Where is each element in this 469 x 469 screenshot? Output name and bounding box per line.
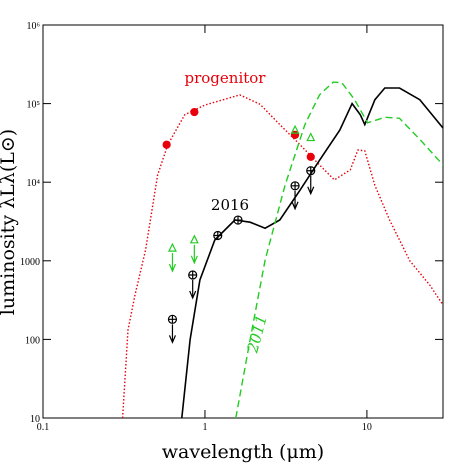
plot-frame (42, 24, 444, 419)
data-point (162, 140, 171, 149)
series-label: progenitor (185, 69, 267, 87)
x-axis-label: wavelength (μm) (162, 441, 324, 463)
x-tick-label: 0.1 (37, 422, 50, 433)
data-point (189, 234, 199, 244)
data-point (290, 181, 300, 191)
y-tick-label: 10⁴ (27, 178, 41, 189)
limit-arrow (168, 324, 177, 344)
x-tick-label: 10 (362, 422, 372, 433)
data-point (306, 152, 315, 161)
data-point (290, 124, 300, 134)
limit-arrow (168, 253, 177, 273)
y-tick-label: 10⁵ (27, 100, 41, 111)
data-point (167, 242, 177, 252)
data-point (290, 130, 300, 139)
y-tick-label: 10 (30, 414, 40, 425)
data-point (190, 107, 199, 117)
x-tick-label: 1 (202, 422, 207, 433)
y-tick-label: 10⁶ (27, 21, 41, 32)
data-point (188, 270, 198, 280)
limit-arrow (307, 175, 315, 196)
data-point (306, 132, 316, 142)
data-point (233, 215, 243, 225)
series-line (121, 94, 443, 418)
data-point (213, 230, 223, 241)
series-label: 2016 (211, 196, 249, 214)
limit-arrow (189, 279, 197, 300)
limit-arrow (190, 244, 198, 265)
data-point (306, 166, 316, 176)
series-label: 2011 (243, 313, 271, 356)
series-line (235, 81, 443, 418)
y-axis-label: luminosity λLλ(L⊙) (0, 129, 19, 315)
data-point (167, 314, 178, 324)
limit-arrow (291, 190, 299, 211)
y-tick-label: 1000 (20, 257, 40, 268)
y-tick-label: 100 (25, 335, 40, 346)
series-line (181, 87, 443, 418)
